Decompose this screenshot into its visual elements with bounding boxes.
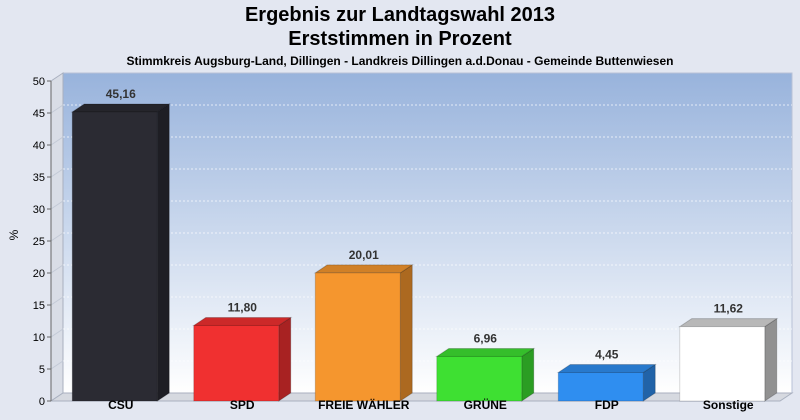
chart-region-subtitle: Stimmkreis Augsburg-Land, Dillingen - La… [126,54,674,68]
data-label: 20,01 [349,248,379,262]
y-tick-label: 20 [33,268,45,280]
gridline-side [50,296,64,306]
bar-side [521,347,535,402]
data-label: 11,62 [714,302,744,316]
y-tick-label: 30 [33,204,45,216]
bar-front [557,372,644,402]
bar-top [678,318,779,328]
bar-grüne [435,347,536,402]
x-tick-label: Sonstige [703,398,754,412]
bar-front [436,355,523,402]
bar-front [193,324,280,402]
y-tick-label: 40 [33,140,45,152]
y-tick-label: 45 [33,108,45,120]
gridline-side [50,232,64,242]
x-tick-label: GRÜNE [464,397,507,412]
x-tick-label: CSU [108,398,133,412]
bar-side [399,264,413,402]
x-tick-label: FREIE WÄHLER [318,397,410,412]
gridline-side [50,168,64,178]
y-tick-label: 10 [33,332,45,344]
data-label: 4,45 [595,348,619,362]
y-tick-label: 0 [39,396,45,408]
y-tick-label: 25 [33,236,45,248]
bar-top [556,364,657,374]
bar-spd [192,316,293,402]
bar-csu [70,103,171,402]
data-label: 45,16 [106,87,136,101]
bar-top [192,316,293,326]
bar-freie-wähler [313,264,414,402]
gridline-side [50,200,64,210]
gridline-side [50,328,64,338]
y-tick-label: 15 [33,300,45,312]
x-tick-label: SPD [230,398,255,412]
chart-title: Ergebnis zur Landtagswahl 2013 [244,4,556,26]
y-tick-label: 50 [33,76,45,88]
chart-subtitle: Erststimmen in Prozent [288,28,512,50]
bar-sonstige [678,317,779,402]
bar-side [764,317,778,402]
bar-front [314,272,401,402]
gridline-side [50,264,64,274]
y-tick-label: 5 [39,364,45,376]
gridline-side [50,104,64,114]
gridline-side [50,136,64,146]
y-tick-label: 35 [33,172,45,184]
gridline-side [50,360,64,370]
data-label: 11,80 [228,300,258,314]
y-axis-label: % [7,229,21,240]
bar-top [435,347,536,357]
x-tick-label: FDP [595,398,619,412]
bar-front [679,326,766,402]
bar-side [278,316,292,402]
bar-top [313,264,414,274]
data-label: 6,96 [474,331,498,345]
bar-top [70,103,171,113]
bar-fdp [556,363,657,402]
bar-front [71,111,158,402]
bar-side [156,103,170,402]
